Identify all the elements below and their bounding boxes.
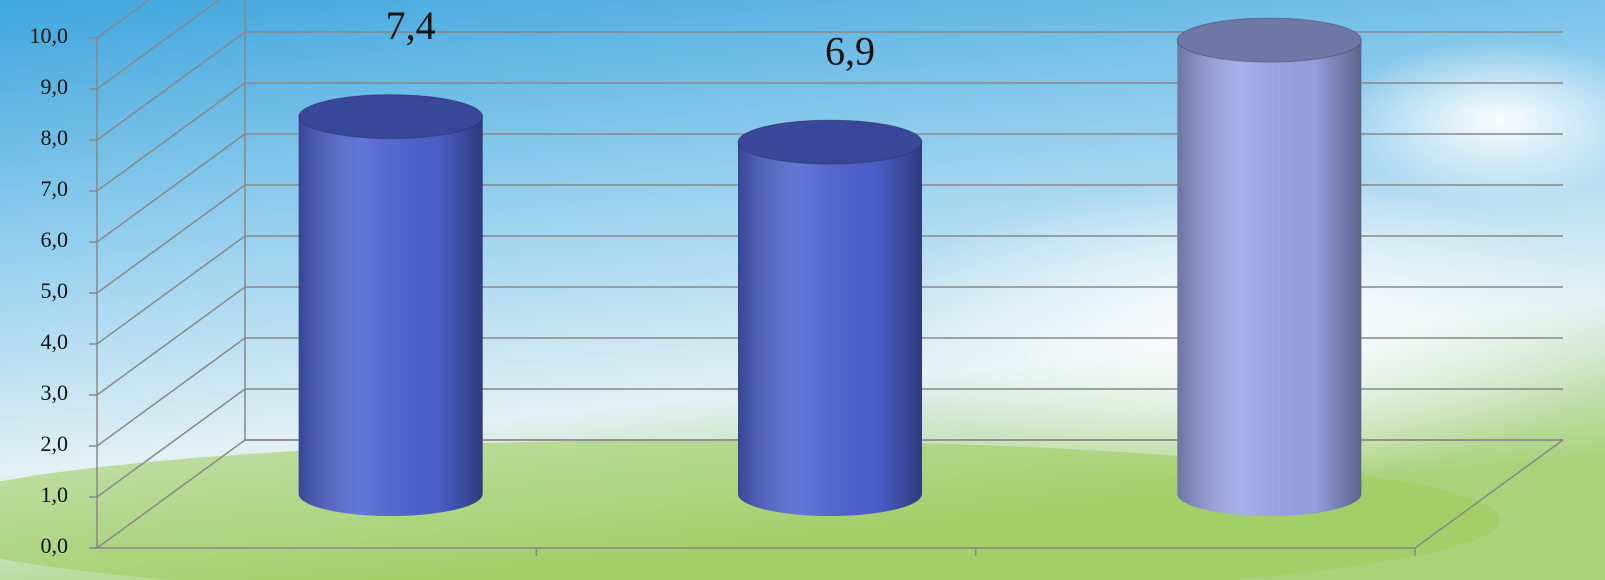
y-tick-label: 1,0 — [41, 482, 69, 507]
grid-depth-line — [96, 439, 246, 549]
bar-top-shade — [298, 94, 483, 139]
y-tick-label: 8,0 — [41, 125, 69, 150]
floor-right — [1414, 439, 1564, 549]
y-tick-label: 10,0 — [30, 23, 69, 48]
cloud — [1340, 40, 1605, 200]
y-tick-label: 4,0 — [41, 329, 69, 354]
grid-depth-line — [96, 184, 246, 294]
bar-shading — [1177, 40, 1362, 516]
bar-top — [298, 94, 484, 140]
grid-depth-line — [96, 0, 221, 90]
bar-top-shade — [738, 120, 922, 165]
grid-depth-line — [96, 82, 246, 192]
data-label: 7,4 — [386, 3, 436, 48]
bar-top-shade — [1177, 18, 1362, 63]
bar-shading — [738, 142, 922, 516]
y-tick-label: 5,0 — [41, 278, 69, 303]
bar-top — [737, 119, 923, 165]
grid-depth-line — [96, 388, 246, 498]
y-tick-label: 3,0 — [41, 380, 69, 405]
grid-depth-line — [96, 286, 246, 396]
grid-depth-line — [96, 0, 151, 39]
plot-area: 0,0 1,0 2,0 3,0 4,0 5,0 6,0 7,0 8,0 9,0 10,0 7,4 6,9 — [30, 0, 1564, 558]
bar-top — [1176, 17, 1362, 63]
grid-depth-line — [96, 31, 246, 141]
y-tick-label: 6,0 — [41, 227, 69, 252]
grid-depth-line — [96, 133, 246, 243]
data-label: 6,9 — [825, 28, 875, 73]
y-tick-label: 0,0 — [41, 533, 69, 558]
y-tick-label: 2,0 — [41, 431, 69, 456]
y-tick-label: 9,0 — [41, 74, 69, 99]
grid-depth-line — [96, 235, 246, 345]
grid-depth-line — [96, 337, 246, 447]
y-tick-label: 7,0 — [41, 176, 69, 201]
bar-shading — [298, 116, 483, 516]
